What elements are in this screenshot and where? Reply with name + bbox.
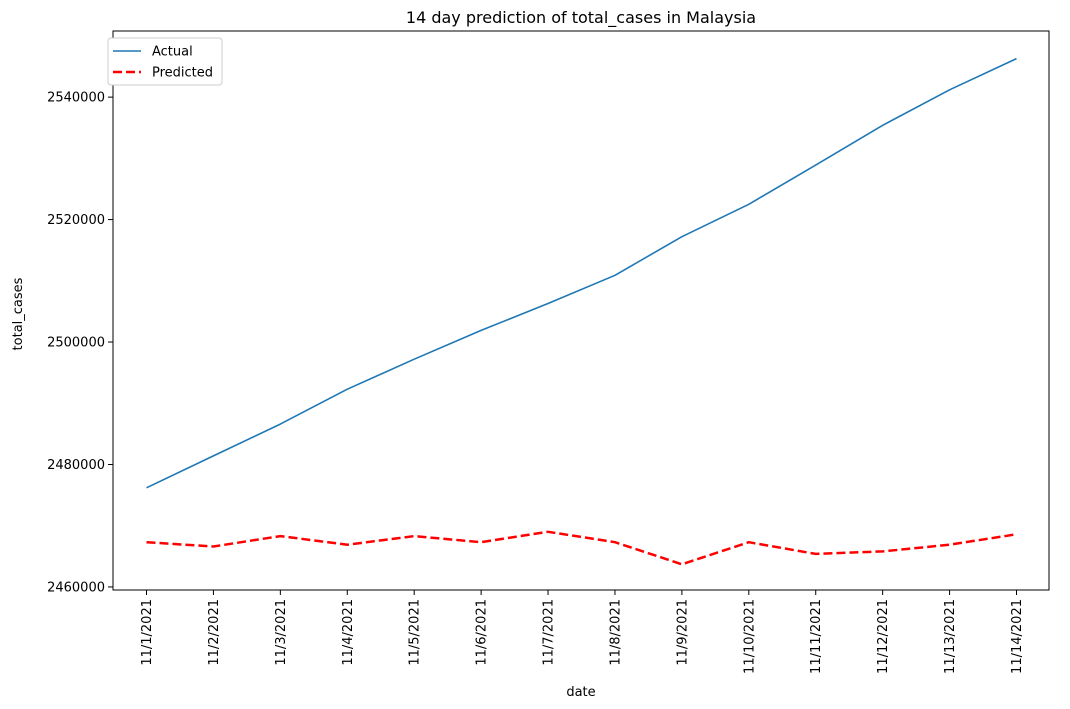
legend: Actual Predicted <box>107 37 223 86</box>
x-tick-label: 11/14/2021 <box>1010 599 1025 674</box>
plot-frame <box>112 30 1050 591</box>
x-tick-label: 11/11/2021 <box>809 599 824 674</box>
chart-title: 14 day prediction of total_cases in Mala… <box>406 8 756 28</box>
x-tick-label: 11/13/2021 <box>943 599 958 674</box>
series-predicted-line <box>146 530 1017 566</box>
x-tick-label: 11/1/2021 <box>140 599 155 666</box>
x-tick-label: 11/6/2021 <box>475 599 490 666</box>
x-tick-label: 11/2/2021 <box>207 599 222 666</box>
x-tick-label: 11/3/2021 <box>274 599 289 666</box>
legend-label-actual: Actual <box>152 45 193 60</box>
x-tick-label: 11/9/2021 <box>675 599 690 666</box>
y-axis-title: total_cases <box>11 277 26 350</box>
y-tick-label: 2460000 <box>47 580 105 595</box>
plot-area <box>112 30 1050 591</box>
legend-label-predicted: Predicted <box>152 66 213 81</box>
series-actual-line <box>146 57 1017 489</box>
x-tick-label: 11/12/2021 <box>876 599 891 674</box>
x-tick-label: 11/4/2021 <box>341 599 356 666</box>
y-tick-label: 2520000 <box>47 213 105 228</box>
x-axis-title: date <box>566 685 595 700</box>
x-axis: 11/1/2021 11/2/2021 11/3/2021 11/4/2021 11/5… <box>140 590 1025 674</box>
x-tick-label: 11/10/2021 <box>742 599 757 674</box>
y-tick-label: 2540000 <box>47 91 105 106</box>
y-axis: 2460000 2480000 2500000 2520000 2540000 <box>47 91 113 595</box>
x-tick-label: 11/7/2021 <box>542 599 557 666</box>
y-tick-label: 2480000 <box>47 458 105 473</box>
x-tick-label: 11/8/2021 <box>608 599 623 666</box>
legend-box <box>107 37 223 86</box>
series-layer <box>146 57 1017 566</box>
x-tick-label: 11/5/2021 <box>408 599 423 666</box>
y-tick-label: 2500000 <box>47 336 105 351</box>
